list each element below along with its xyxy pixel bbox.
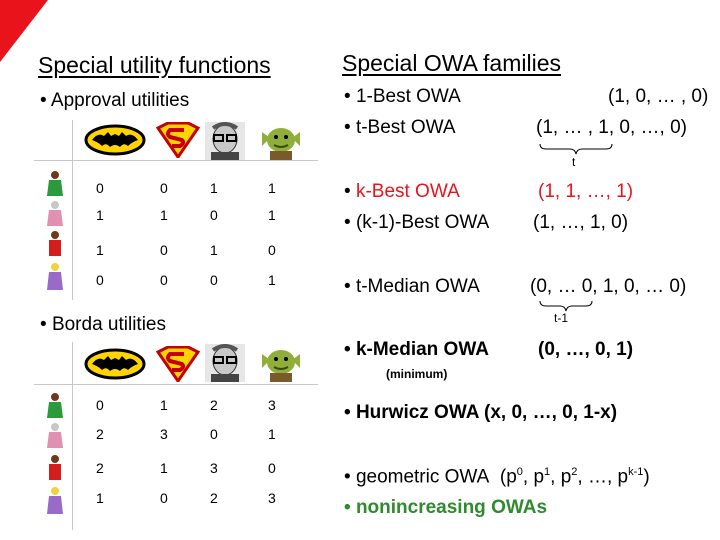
superman-icon <box>156 122 200 158</box>
approval-cell: 1 <box>210 180 218 196</box>
borda-cell: 3 <box>210 460 218 476</box>
geometric-label: geometric OWA <box>355 466 490 488</box>
borda-cell: 2 <box>96 426 104 442</box>
approval-bullet: • Approval utilities <box>40 90 190 111</box>
approval-cell: 0 <box>160 242 168 258</box>
batman-icon <box>84 124 146 156</box>
voter-1-icon <box>47 393 63 418</box>
one-best-item: • 1-Best OWA <box>344 86 461 107</box>
borda-cell: 2 <box>210 397 218 413</box>
voter-3-icon <box>49 231 61 256</box>
corner-accent <box>0 0 48 62</box>
k-median-label: k-Median OWA <box>355 339 489 360</box>
borda-cell: 1 <box>160 460 168 476</box>
borda-cell: 1 <box>96 490 104 506</box>
t-best-label: t-Best OWA <box>355 117 456 138</box>
approval-cell: 1 <box>96 207 104 223</box>
approval-cell: 0 <box>268 242 276 258</box>
t-median-brace <box>539 300 593 312</box>
approval-cell: 0 <box>160 180 168 196</box>
t-median-vector: (0, … 0, 1, 0, … 0) <box>530 276 687 297</box>
superman-icon <box>156 346 200 382</box>
approval-cell: 0 <box>96 272 104 288</box>
nonincreasing-label: nonincreasing OWAs <box>355 497 548 518</box>
geometric-part: ) <box>643 466 650 488</box>
left-heading: Special utility functions <box>38 52 271 78</box>
approval-cell: 0 <box>160 272 168 288</box>
geometric-sup: 2 <box>571 466 578 478</box>
geometric-sup: 0 <box>516 466 523 478</box>
geometric-part: , …, p <box>577 466 629 488</box>
k-median-note: (minimum) <box>386 367 448 381</box>
voter-4-icon <box>47 263 63 290</box>
t-best-item: • t-Best OWA <box>344 117 456 138</box>
voter-1-icon <box>47 171 63 196</box>
geometric-item: • geometric OWA (p0, p1, p2, …, pk-1) <box>344 466 650 488</box>
borda-cell: 1 <box>160 397 168 413</box>
borda-cell: 0 <box>160 490 168 506</box>
borda-bullet: • Borda utilities <box>40 314 166 335</box>
k-best-vector: (1, 1, …, 1) <box>538 181 634 202</box>
borda-cell: 0 <box>96 397 104 413</box>
approval-title: Approval utilities <box>50 90 190 111</box>
one-best-label: 1-Best OWA <box>355 86 461 107</box>
approval-cell: 0 <box>96 180 104 196</box>
borda-cell: 1 <box>268 426 276 442</box>
nonincreasing-item: • nonincreasing OWAs <box>344 497 548 518</box>
approval-cell: 1 <box>210 242 218 258</box>
right-heading: Special OWA families <box>342 50 561 76</box>
t-median-item: • t-Median OWA <box>344 276 480 297</box>
voter-2-icon <box>47 201 63 226</box>
borda-cell: 3 <box>268 397 276 413</box>
ogre-icon <box>262 350 300 382</box>
borda-cell: 2 <box>210 490 218 506</box>
geometric-part: , p <box>522 466 545 488</box>
approval-cell: 1 <box>268 272 276 288</box>
person-portrait-icon <box>205 344 245 382</box>
geometric-sup: 1 <box>544 466 551 478</box>
t-best-brace <box>539 143 613 155</box>
batman-icon <box>84 348 146 380</box>
approval-cell: 1 <box>160 207 168 223</box>
k-best-label: k-Best OWA <box>355 181 460 202</box>
hurwicz-label: Hurwicz OWA (x, 0, …, 0, 1-x) <box>355 402 618 423</box>
k1-best-vector: (1, …, 1, 0) <box>533 212 629 233</box>
k1-best-label: (k-1)-Best OWA <box>355 212 490 233</box>
approval-cell: 1 <box>96 242 104 258</box>
voter-2-icon <box>47 423 63 448</box>
geometric-part: (p <box>499 466 517 488</box>
voter-3-icon <box>49 455 61 480</box>
borda-cell: 2 <box>96 460 104 476</box>
voter-4-icon <box>47 487 63 514</box>
k-best-item: • k-Best OWA <box>344 181 460 202</box>
t-best-vector: (1, … , 1, 0, …, 0) <box>536 117 687 138</box>
person-portrait-icon <box>205 122 245 160</box>
geometric-part: , p <box>550 466 572 488</box>
one-best-vector: (1, 0, … , 0) <box>608 86 709 107</box>
approval-cell: 1 <box>268 180 276 196</box>
k-median-item: • k-Median OWA <box>344 339 489 360</box>
t-median-label: t-Median OWA <box>355 276 480 297</box>
borda-title: Borda utilities <box>51 314 166 335</box>
t-best-brace-label: t <box>572 155 576 169</box>
borda-cell: 0 <box>268 460 276 476</box>
borda-cell: 3 <box>160 426 168 442</box>
geometric-sup: k-1 <box>628 466 644 478</box>
t-median-brace-label: t-1 <box>554 311 569 325</box>
approval-cell: 1 <box>268 207 276 223</box>
borda-cell: 0 <box>210 426 218 442</box>
borda-cell: 3 <box>268 490 276 506</box>
approval-cell: 0 <box>210 272 218 288</box>
hurwicz-item: • Hurwicz OWA (x, 0, …, 0, 1-x) <box>344 402 618 423</box>
k-median-vector: (0, …, 0, 1) <box>538 339 634 360</box>
ogre-icon <box>262 128 300 160</box>
k1-best-item: • (k-1)-Best OWA <box>344 212 490 233</box>
approval-cell: 0 <box>210 207 218 223</box>
